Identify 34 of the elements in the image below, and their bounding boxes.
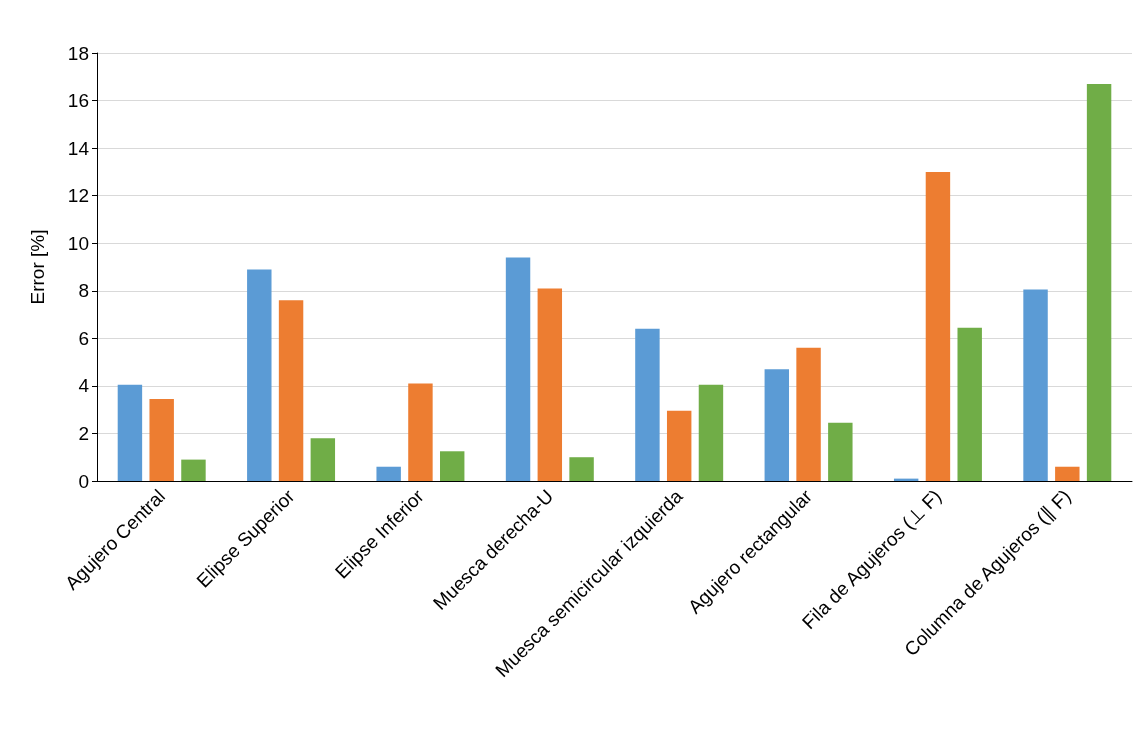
bar xyxy=(408,383,433,481)
y-tick-label: 16 xyxy=(67,90,89,112)
bar xyxy=(698,384,724,481)
bar xyxy=(796,347,821,481)
y-tick-label: 12 xyxy=(67,185,89,207)
y-tick-label: 2 xyxy=(78,422,89,444)
bar xyxy=(505,257,531,481)
bar xyxy=(666,410,692,481)
y-tick-label: 0 xyxy=(78,470,89,492)
bar xyxy=(957,327,982,481)
bar xyxy=(181,459,206,481)
bar xyxy=(1086,83,1112,481)
bar xyxy=(117,384,143,481)
bar xyxy=(1023,289,1048,481)
bar xyxy=(247,269,272,481)
bar xyxy=(278,300,304,481)
bar xyxy=(569,457,594,481)
y-tick-label: 18 xyxy=(67,42,89,64)
bar xyxy=(1055,466,1080,481)
bar xyxy=(925,171,951,481)
bar xyxy=(439,451,465,481)
y-tick-label: 8 xyxy=(78,280,89,302)
bar xyxy=(310,438,336,481)
y-tick-label: 10 xyxy=(67,232,89,254)
bar xyxy=(828,422,853,481)
y-tick-label: 6 xyxy=(78,327,89,349)
bar xyxy=(376,466,401,481)
bar xyxy=(764,369,790,481)
y-tick-label: 4 xyxy=(78,375,90,397)
bar xyxy=(149,398,174,481)
y-axis-title: Error [%] xyxy=(27,229,48,305)
bar xyxy=(635,328,660,481)
y-tick-label: 14 xyxy=(67,137,90,159)
bar xyxy=(537,288,563,481)
